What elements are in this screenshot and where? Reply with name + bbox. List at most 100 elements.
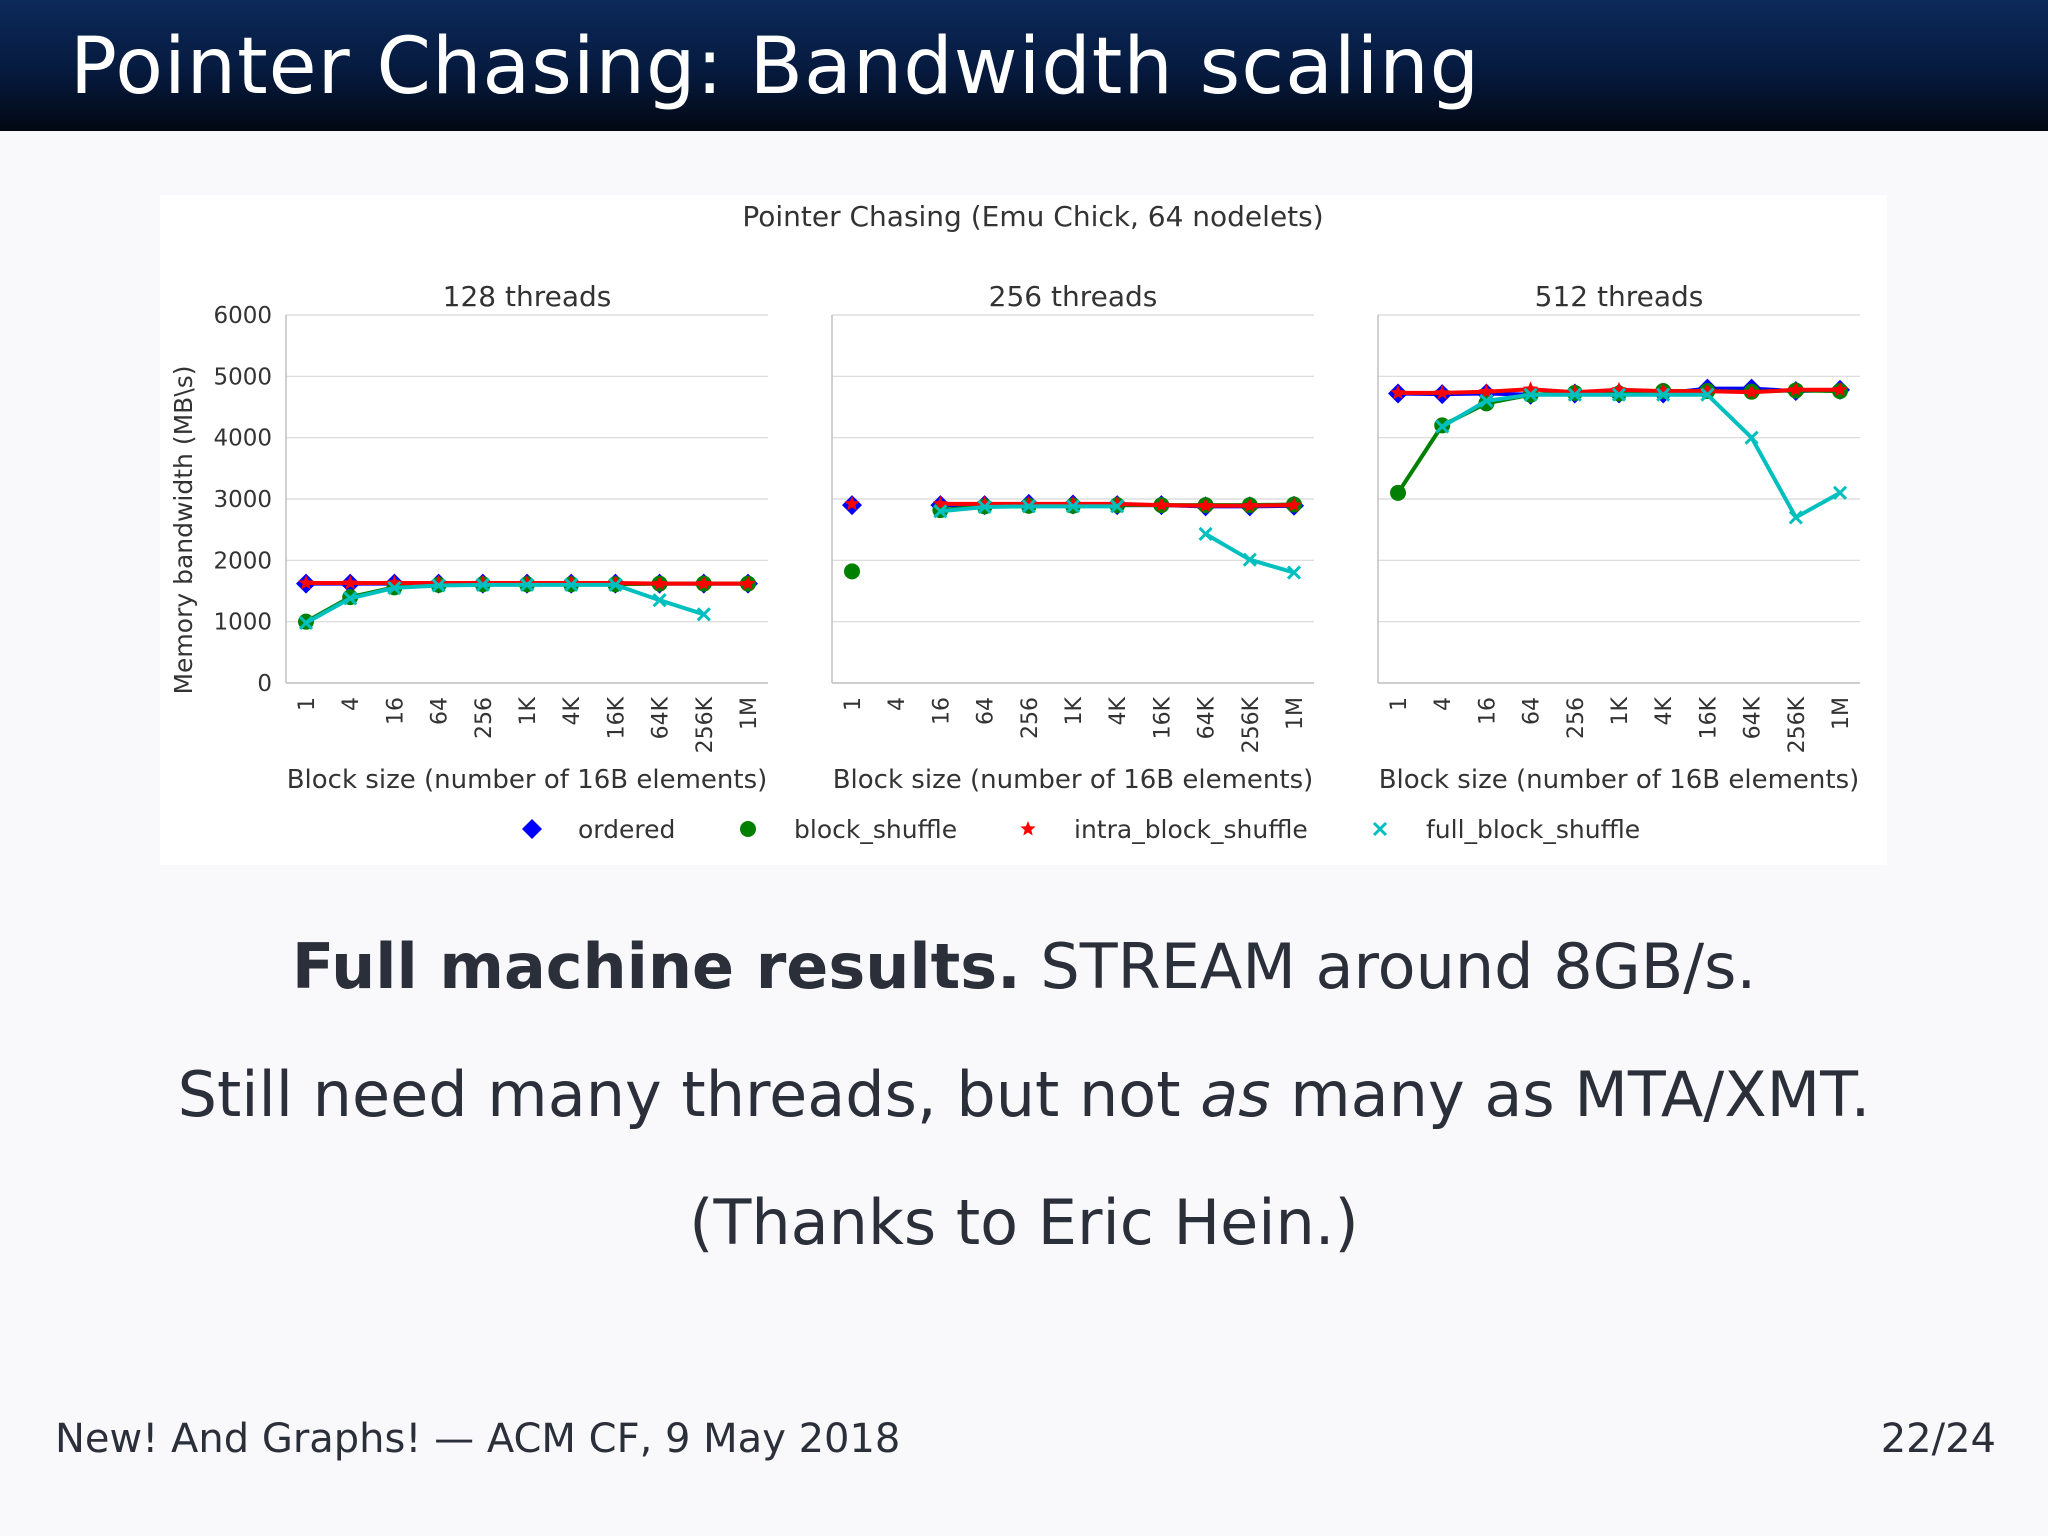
panel-3: 512 threads 1 4 16 64 256 1K 4K 16K 64K 256K 1M Bloc… <box>1377 280 1860 795</box>
body-line-3: (Thanks to Eric Hein.) <box>689 1186 1359 1259</box>
x-tick-label: 4K <box>1652 696 1677 725</box>
y-tick-label: 4000 <box>213 426 272 452</box>
data-point-full_block_shuffle <box>1110 499 1125 514</box>
data-point-full_block_shuffle <box>431 578 446 593</box>
x-tick-label: 1K <box>1608 696 1633 725</box>
legend-item-intra_block_shuffle: intra_block_shuffle <box>1020 815 1308 844</box>
data-point-full_block_shuffle <box>1286 565 1302 580</box>
panel-title: 512 threads <box>1535 280 1704 313</box>
data-point-block_shuffle <box>844 563 860 580</box>
x-tick-label: 1K <box>1062 696 1087 725</box>
x-tick-label: 16K <box>1696 696 1721 739</box>
x-tick-label: 4 <box>885 697 910 711</box>
legend-label: ordered <box>578 815 675 844</box>
data-point-full_block_shuffle <box>519 577 535 592</box>
data-point-intra_block_shuffle <box>1478 383 1494 399</box>
data-point-intra_block_shuffle <box>1523 381 1539 396</box>
data-point-full_block_shuffle <box>564 577 579 592</box>
series-full_block_shuffle <box>933 499 1302 580</box>
x-tick-label: 256K <box>1239 696 1264 753</box>
y-tick-label: 6000 <box>213 303 272 329</box>
series-intra_block_shuffle <box>1390 381 1848 400</box>
series-block_shuffle <box>844 496 1302 580</box>
x-tick-label: 256K <box>693 696 718 753</box>
data-point-full_block_shuffle <box>1656 387 1671 402</box>
x-axis-label: Block size (number of 16B elements) <box>833 765 1314 795</box>
data-point-intra_block_shuffle <box>519 575 535 590</box>
data-point-full_block_shuffle <box>298 615 314 630</box>
x-tick-label: 1M <box>737 697 762 730</box>
line2-b: many as MTA/XMT. <box>1270 1058 1871 1131</box>
series-line-full_block_shuffle <box>1441 392 1841 520</box>
x-tick-label: 256K <box>1785 696 1810 753</box>
legend-item-ordered: ordered <box>522 815 675 844</box>
data-point-full_block_shuffle <box>1065 499 1081 514</box>
x-tick-label: 16 <box>383 697 408 725</box>
panel-1: 128 threads 0 1000 2000 3000 4000 5000 6000 1 4 16… <box>213 280 768 795</box>
data-point-intra_block_shuffle <box>1198 497 1214 513</box>
data-point-intra_block_shuffle <box>1242 497 1258 513</box>
series-full_block_shuffle <box>1435 387 1848 525</box>
legend-item-full_block_shuffle: full_block_shuffle <box>1372 815 1640 844</box>
data-point-full_block_shuffle <box>1021 499 1036 514</box>
legend-marker-intra_block_shuffle <box>1020 821 1036 836</box>
panel-title: 128 threads <box>443 280 612 313</box>
data-point-intra_block_shuffle <box>652 575 668 591</box>
x-tick-label: 1K <box>516 696 541 725</box>
chart-figure: Pointer Chasing (Emu Chick, 64 nodelets)… <box>160 195 1887 865</box>
data-point-intra_block_shuffle <box>342 575 358 590</box>
data-point-intra_block_shuffle <box>563 575 579 590</box>
legend-marker-full_block_shuffle <box>1372 821 1388 837</box>
y-tick-label: 5000 <box>213 364 272 390</box>
legend-label: full_block_shuffle <box>1426 815 1640 844</box>
data-point-full_block_shuffle <box>1242 552 1257 567</box>
data-point-intra_block_shuffle <box>431 575 447 590</box>
legend-label: intra_block_shuffle <box>1074 815 1308 844</box>
x-tick-label: 4K <box>560 696 585 725</box>
legend-marker-ordered <box>522 819 542 839</box>
data-point-full_block_shuffle <box>1700 387 1715 402</box>
legend-label: block_shuffle <box>794 815 957 844</box>
data-point-full_block_shuffle <box>696 607 711 622</box>
data-point-full_block_shuffle <box>1435 419 1450 434</box>
x-tick-label: 64 <box>428 697 453 725</box>
series-line-full_block_shuffle <box>1204 532 1295 575</box>
x-tick-label: 64K <box>1195 696 1220 739</box>
data-point-full_block_shuffle <box>1567 387 1582 402</box>
x-tick-label: 16K <box>604 696 629 739</box>
x-axis-label: Block size (number of 16B elements) <box>1379 765 1860 795</box>
data-point-full_block_shuffle <box>1198 526 1213 542</box>
data-point-intra_block_shuffle <box>1286 497 1302 512</box>
data-point-intra_block_shuffle <box>1390 384 1406 400</box>
data-point-full_block_shuffle <box>1479 393 1494 408</box>
y-tick-label: 0 <box>257 671 272 697</box>
data-point-intra_block_shuffle <box>386 575 402 590</box>
y-tick-label: 2000 <box>213 548 272 574</box>
data-point-full_block_shuffle <box>608 577 623 592</box>
data-point-full_block_shuffle <box>1832 485 1848 500</box>
x-tick-label: 1 <box>841 697 866 711</box>
line1-rest: STREAM around 8GB/s. <box>1020 930 1757 1003</box>
x-tick-label: 1 <box>295 697 320 711</box>
x-tick-label: 256 <box>472 697 497 739</box>
slide-title: Pointer Chasing: Bandwidth scaling <box>70 22 1481 112</box>
chart-svg: Pointer Chasing (Emu Chick, 64 nodelets)… <box>169 200 1860 844</box>
data-point-intra_block_shuffle <box>1788 381 1804 397</box>
x-tick-label: 256 <box>1564 697 1589 739</box>
panel-2: 256 threads 1 4 16 64 256 1K 4K 16K 64K 256K 1M Bloc… <box>831 280 1314 795</box>
series-block_shuffle <box>1390 382 1848 501</box>
series-line-full_block_shuffle <box>305 582 705 625</box>
x-tick-label: 16K <box>1150 696 1175 739</box>
data-point-full_block_shuffle <box>1523 387 1538 402</box>
x-tick-label: 256 <box>1018 697 1043 739</box>
x-tick-label: 64K <box>1741 696 1766 739</box>
x-tick-label: 4 <box>339 697 364 711</box>
data-point-intra_block_shuffle <box>1434 384 1450 400</box>
data-point-intra_block_shuffle <box>1699 383 1715 398</box>
data-point-intra_block_shuffle <box>475 575 491 590</box>
data-point-intra_block_shuffle <box>844 495 860 511</box>
chart-suptitle: Pointer Chasing (Emu Chick, 64 nodelets) <box>742 200 1323 233</box>
data-point-intra_block_shuffle <box>298 575 314 590</box>
data-point-full_block_shuffle <box>475 577 490 592</box>
data-point-intra_block_shuffle <box>1153 497 1169 512</box>
